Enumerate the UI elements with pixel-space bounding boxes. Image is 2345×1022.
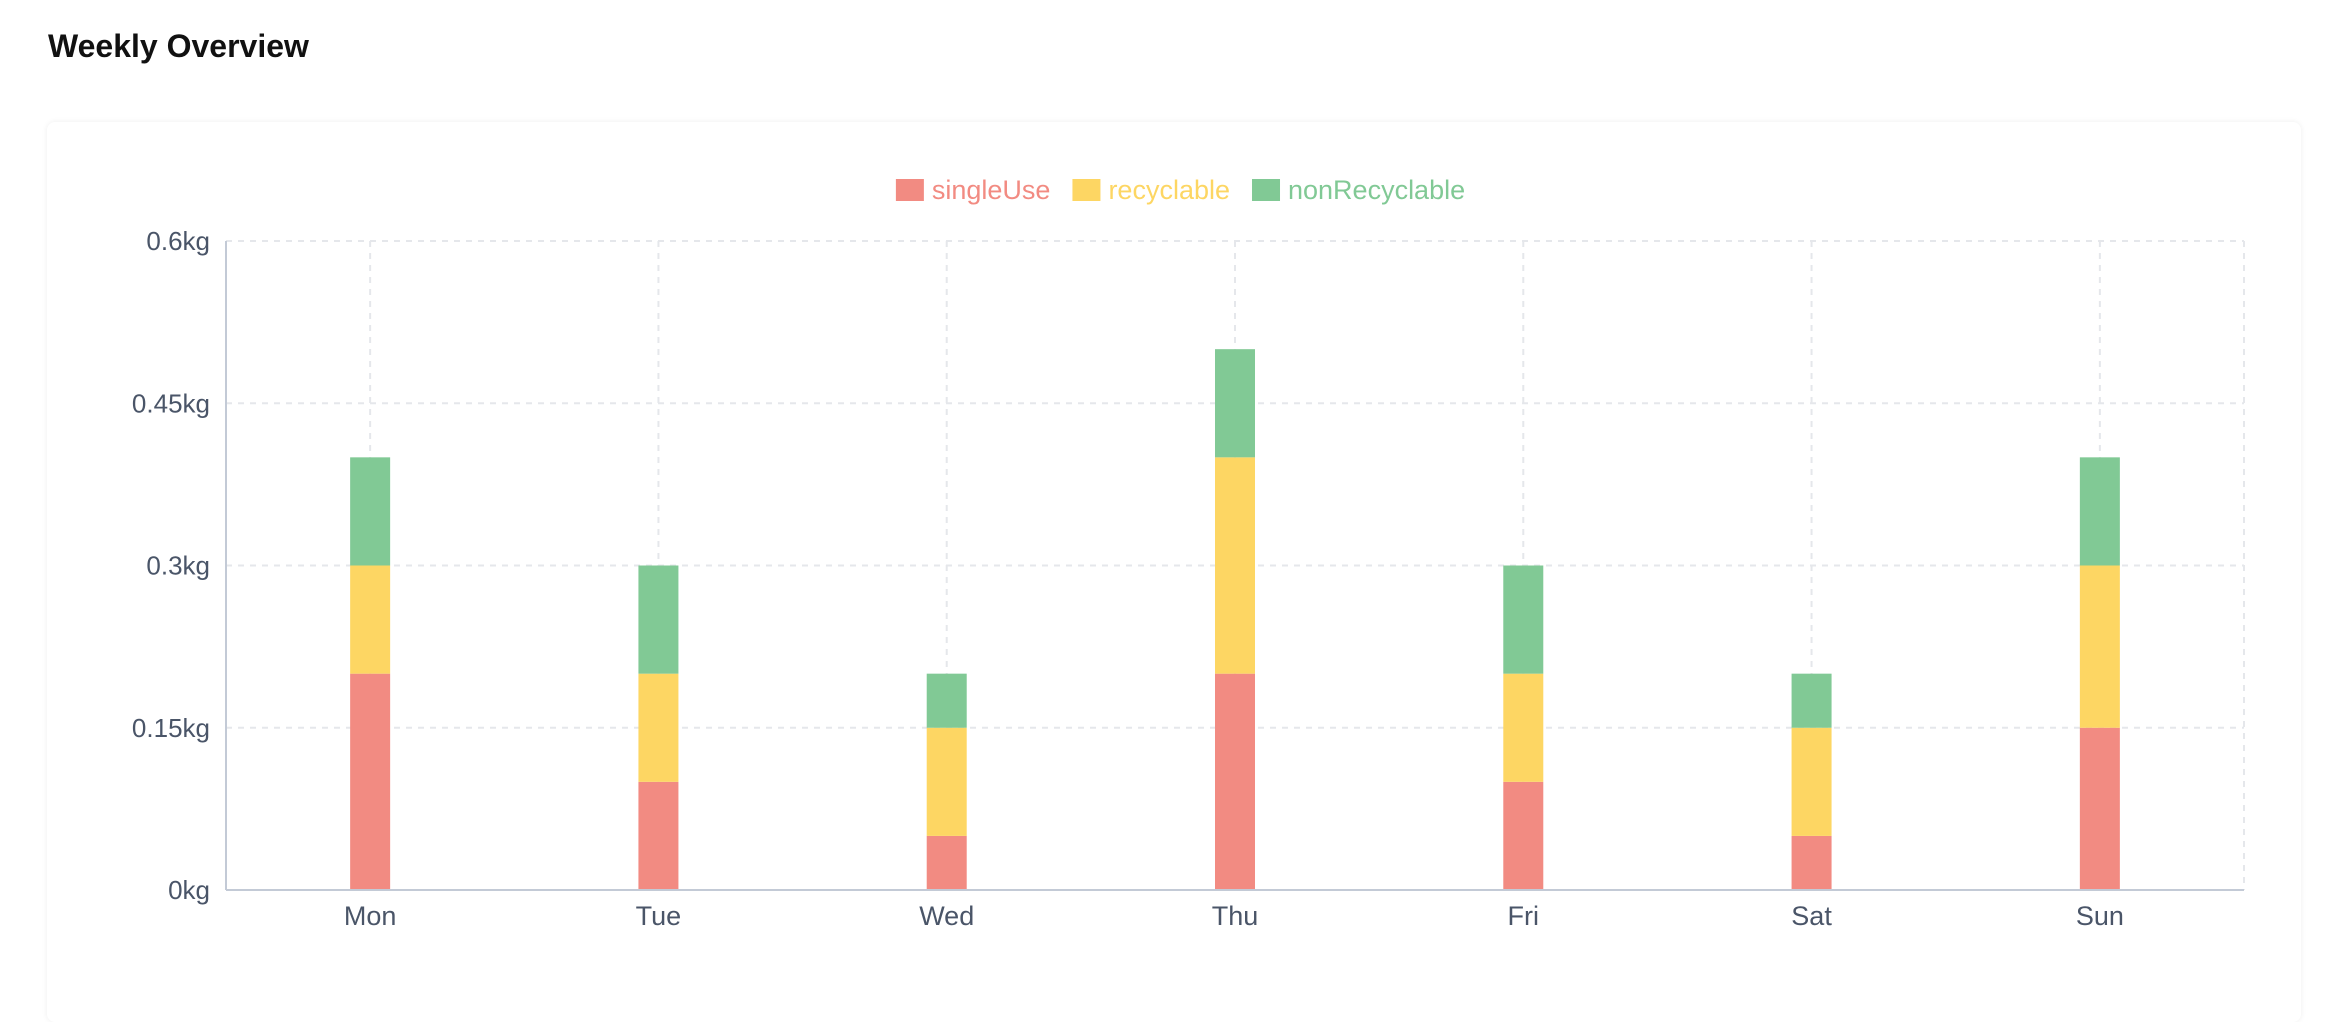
- legend-label-singleUse[interactable]: singleUse: [932, 175, 1051, 205]
- x-tick-label: Sat: [1791, 901, 1832, 931]
- page-title: Weekly Overview: [48, 28, 309, 64]
- bar-recyclable-mon[interactable]: [350, 565, 391, 674]
- bar-nonRecyclable-mon[interactable]: [350, 457, 391, 566]
- legend-label-recyclable[interactable]: recyclable: [1108, 175, 1230, 205]
- bar-recyclable-wed[interactable]: [926, 727, 967, 836]
- x-tick-label: Thu: [1212, 901, 1259, 931]
- bar-nonRecyclable-tue[interactable]: [638, 565, 679, 674]
- stacked-bar-chart: singleUse recyclable nonRecyclable 0kg 0.15…: [132, 175, 2245, 931]
- bar-recyclable-thu[interactable]: [1215, 457, 1255, 674]
- legend-label-nonRecyclable[interactable]: nonRecyclable: [1288, 175, 1465, 205]
- legend-swatch-nonRecyclable: [1252, 179, 1281, 201]
- y-axis-ticks: 0kg 0.15kg 0.3kg 0.45kg 0.6kg: [132, 226, 210, 905]
- y-tick-label: 0.45kg: [132, 388, 210, 418]
- bar-nonRecyclable-thu[interactable]: [1215, 349, 1255, 458]
- x-tick-label: Mon: [344, 901, 397, 931]
- x-tick-label: Fri: [1508, 901, 1539, 931]
- bar-nonRecyclable-sun[interactable]: [2079, 457, 2120, 566]
- x-axis-ticks: Mon Tue Wed Thu Fri Sat Sun: [344, 901, 2124, 931]
- bar-singleUse-mon[interactable]: [350, 673, 391, 890]
- bar-recyclable-sat[interactable]: [1791, 727, 1832, 836]
- bar-singleUse-fri[interactable]: [1503, 781, 1544, 890]
- chart-bars: [350, 349, 2120, 890]
- legend-swatch-singleUse: [895, 179, 924, 201]
- y-tick-label: 0.15kg: [132, 713, 210, 743]
- y-tick-label: 0.6kg: [146, 226, 210, 256]
- y-tick-label: 0kg: [168, 875, 210, 905]
- bar-nonRecyclable-fri[interactable]: [1503, 565, 1544, 674]
- chart-card: [47, 122, 2301, 1022]
- bar-recyclable-tue[interactable]: [638, 673, 679, 782]
- chart-legend: singleUse recyclable nonRecyclable: [895, 175, 1465, 205]
- chart-axes: [225, 241, 2244, 891]
- bar-singleUse-wed[interactable]: [926, 835, 967, 890]
- bar-nonRecyclable-wed[interactable]: [926, 673, 967, 728]
- bar-nonRecyclable-sat[interactable]: [1791, 673, 1832, 728]
- y-tick-label: 0.3kg: [146, 551, 210, 581]
- legend-swatch-recyclable: [1072, 179, 1101, 201]
- bar-singleUse-sat[interactable]: [1791, 835, 1832, 890]
- x-tick-label: Tue: [636, 901, 682, 931]
- bar-recyclable-sun[interactable]: [2079, 565, 2120, 728]
- x-tick-label: Wed: [919, 901, 974, 931]
- bar-singleUse-thu[interactable]: [1215, 673, 1255, 890]
- bar-singleUse-tue[interactable]: [638, 781, 679, 890]
- bar-recyclable-fri[interactable]: [1503, 673, 1544, 782]
- bar-singleUse-sun[interactable]: [2079, 727, 2120, 890]
- x-tick-label: Sun: [2076, 901, 2124, 931]
